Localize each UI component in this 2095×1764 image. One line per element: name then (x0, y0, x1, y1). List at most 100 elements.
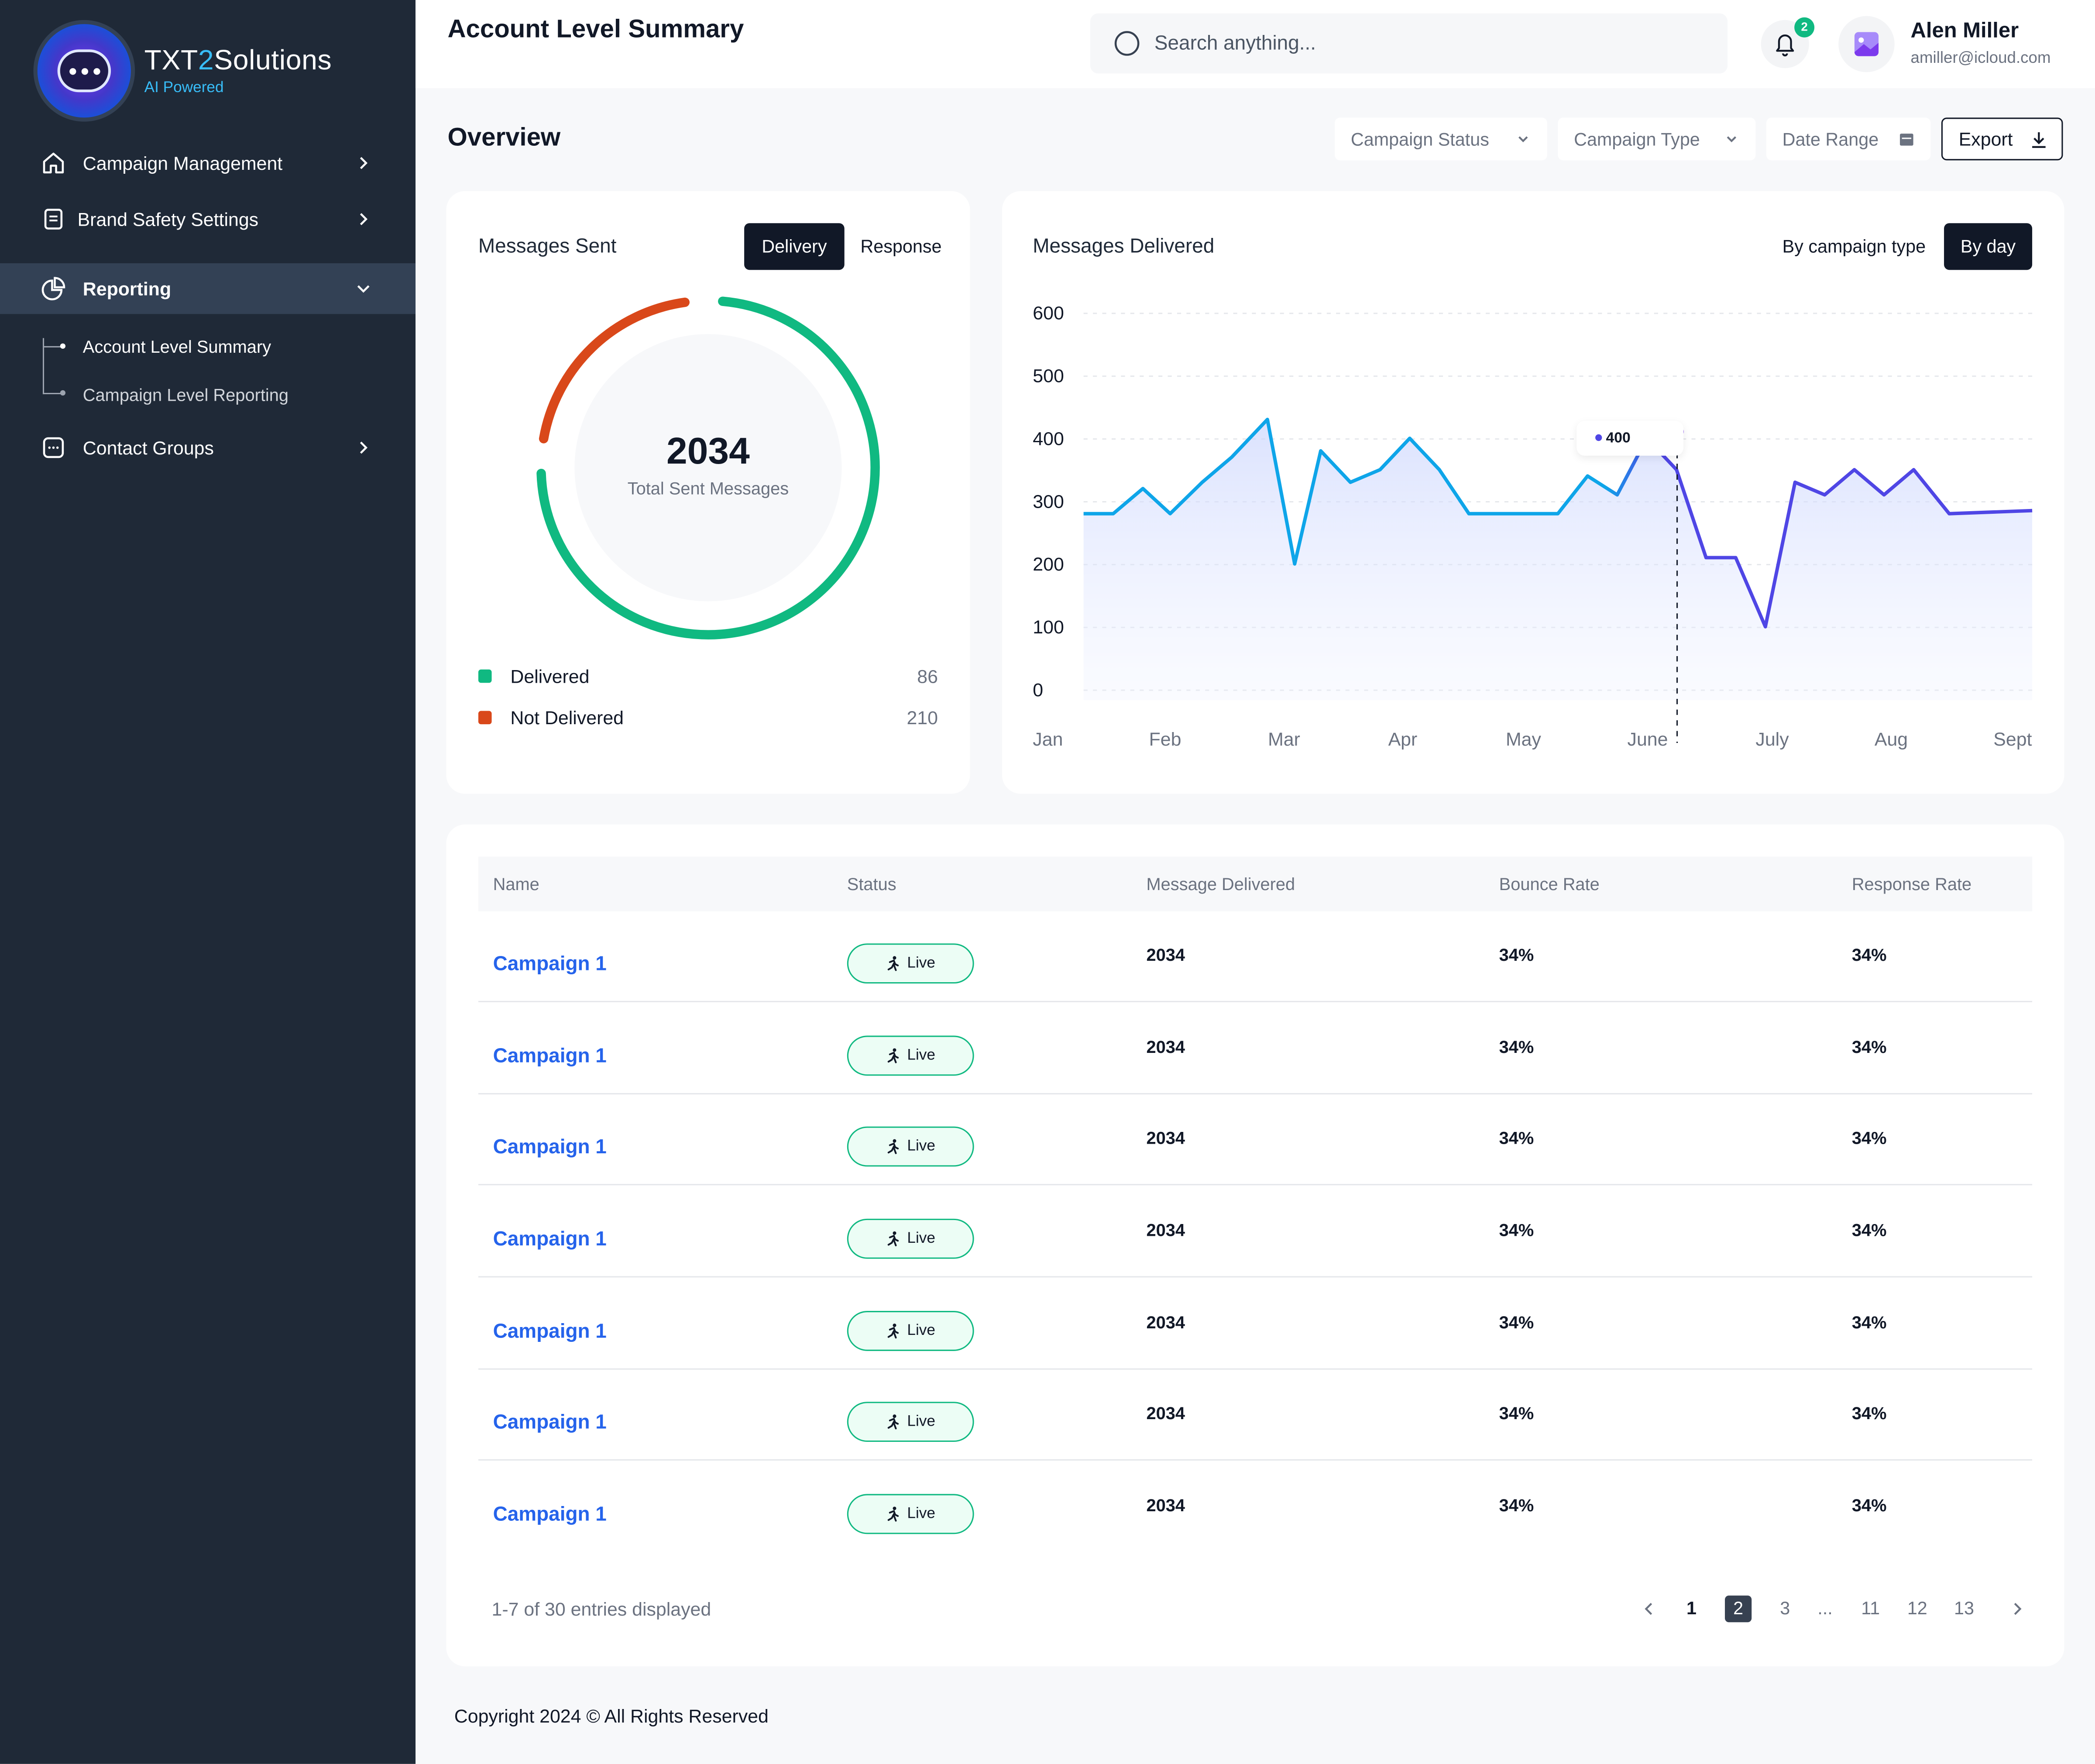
cell-message-delivered: 2034 (1146, 1403, 1185, 1424)
pie-chart-icon (41, 277, 65, 300)
tab-response[interactable]: Response (860, 236, 942, 257)
running-icon (887, 956, 899, 971)
sidebar-item-label: Brand Safety Settings (77, 208, 259, 230)
sidebar-item-reporting[interactable]: Reporting (0, 263, 416, 314)
download-icon (2032, 132, 2046, 148)
pagination-page-11[interactable]: 11 (1861, 1598, 1880, 1619)
chat-bubble-logo-icon (37, 24, 131, 118)
tab-by-campaign-type[interactable]: By campaign type (1782, 236, 1926, 257)
tab-by-day[interactable]: By day (1944, 223, 2033, 270)
row-divider (478, 1093, 2033, 1095)
column-header-bounce[interactable]: Bounce Rate (1499, 874, 1600, 894)
y-tick-label: 0 (1033, 679, 1044, 701)
image-placeholder-icon (1854, 32, 1879, 56)
campaign-name-link[interactable]: Campaign 1 (493, 1228, 607, 1251)
y-tick-label: 100 (1033, 616, 1064, 638)
chart-series-line (1083, 417, 2033, 629)
cell-bounce-rate: 34% (1499, 1037, 1534, 1057)
x-tick-label: Aug (1874, 728, 1908, 750)
status-badge: Live (847, 1402, 974, 1442)
pagination-page-13[interactable]: 13 (1954, 1598, 1974, 1619)
cell-response-rate: 34% (1851, 1037, 1887, 1057)
cell-response-rate: 34% (1851, 1312, 1887, 1333)
chart-tooltip: 400 (1576, 421, 1684, 456)
pagination-page-3[interactable]: 3 (1780, 1598, 1790, 1619)
row-divider (478, 1459, 2033, 1461)
status-badge: Live (847, 1311, 974, 1351)
sidebar-item-contact-groups[interactable]: Contact Groups (0, 422, 416, 473)
status-label: Live (907, 1231, 935, 1247)
x-tick-label: July (1755, 728, 1789, 750)
x-tick-label: Apr (1388, 728, 1418, 750)
running-icon (887, 1506, 899, 1522)
campaign-name-link[interactable]: Campaign 1 (493, 952, 607, 976)
legend-label-delivered: Delivered (510, 665, 590, 687)
donut-segment-delivered (536, 296, 880, 640)
sidebar-item-brand-safety[interactable]: Brand Safety Settings (0, 194, 416, 244)
y-tick-label: 500 (1033, 364, 1064, 386)
y-tick-label: 400 (1033, 427, 1064, 449)
column-header-name[interactable]: Name (493, 874, 539, 894)
column-header-response[interactable]: Response Rate (1851, 874, 1972, 894)
brand-logo[interactable]: TXT2Solutions AI Powered (37, 24, 332, 118)
home-icon (43, 152, 64, 174)
campaign-name-link[interactable]: Campaign 1 (493, 1136, 607, 1159)
tab-delivery[interactable]: Delivery (744, 223, 845, 270)
status-label: Live (907, 1047, 935, 1064)
tree-branch (42, 392, 62, 395)
chat-square-icon (43, 437, 64, 458)
brand-name: TXT2Solutions (144, 45, 332, 76)
campaign-name-link[interactable]: Campaign 1 (493, 1411, 607, 1434)
search-input[interactable] (1154, 27, 1689, 60)
cell-bounce-rate: 34% (1499, 945, 1534, 965)
status-label: Live (907, 1323, 935, 1339)
campaign-name-link[interactable]: Campaign 1 (493, 1045, 607, 1068)
column-header-delivered[interactable]: Message Delivered (1146, 874, 1295, 894)
cell-message-delivered: 2034 (1146, 1220, 1185, 1240)
user-name: Alen Miller (1910, 20, 2019, 43)
cell-bounce-rate: 34% (1499, 1495, 1534, 1516)
status-label: Live (907, 1506, 935, 1522)
cell-message-delivered: 2034 (1146, 1495, 1185, 1516)
status-badge: Live (847, 1494, 974, 1534)
campaign-name-link[interactable]: Campaign 1 (493, 1320, 607, 1343)
export-label: Export (1958, 128, 2013, 150)
cell-response-rate: 34% (1851, 945, 1887, 965)
avatar[interactable] (1838, 16, 1895, 72)
sidebar-item-campaign-management[interactable]: Campaign Management (0, 138, 416, 188)
pagination-page-12[interactable]: 12 (1907, 1598, 1927, 1619)
section-title-overview: Overview (447, 124, 561, 152)
sidebar-subitem-account-level-summary[interactable]: Account Level Summary (82, 337, 271, 357)
running-icon (887, 1324, 899, 1339)
filter-label: Campaign Type (1574, 129, 1700, 149)
x-tick-label: Jan (1033, 728, 1063, 750)
campaign-name-link[interactable]: Campaign 1 (493, 1503, 607, 1526)
status-badge: Live (847, 943, 974, 984)
status-label: Live (907, 1138, 935, 1155)
pagination-page-2[interactable]: 2 (1725, 1596, 1752, 1623)
filter-campaign-status[interactable]: Campaign Status (1335, 117, 1547, 161)
row-divider (478, 1276, 2033, 1278)
x-tick-label: Feb (1149, 728, 1181, 750)
search-icon (1114, 31, 1140, 56)
brand-tagline: AI Powered (144, 80, 224, 96)
chevron-down-icon (1727, 136, 1737, 142)
bell-icon (1776, 34, 1794, 57)
export-button[interactable]: Export (1941, 117, 2063, 161)
card-title: Messages Sent (478, 235, 617, 258)
cell-bounce-rate: 34% (1499, 1403, 1534, 1424)
status-badge: Live (847, 1218, 974, 1259)
sidebar-subitem-campaign-level-reporting[interactable]: Campaign Level Reporting (82, 385, 289, 405)
filter-campaign-type[interactable]: Campaign Type (1558, 117, 1756, 161)
search-bar[interactable] (1090, 13, 1728, 74)
filter-date-range[interactable]: Date Range (1766, 117, 1931, 161)
x-tick-label: Mar (1268, 728, 1300, 750)
row-divider (478, 1368, 2033, 1370)
sidebar-item-label: Contact Groups (82, 437, 214, 458)
sidebar-item-label: Campaign Management (82, 152, 283, 174)
chevron-left-icon[interactable] (1641, 1601, 1657, 1617)
tree-dot (60, 343, 65, 349)
column-header-status[interactable]: Status (847, 874, 896, 894)
pagination-page-1[interactable]: 1 (1686, 1598, 1697, 1619)
chevron-right-icon[interactable] (2009, 1601, 2026, 1617)
